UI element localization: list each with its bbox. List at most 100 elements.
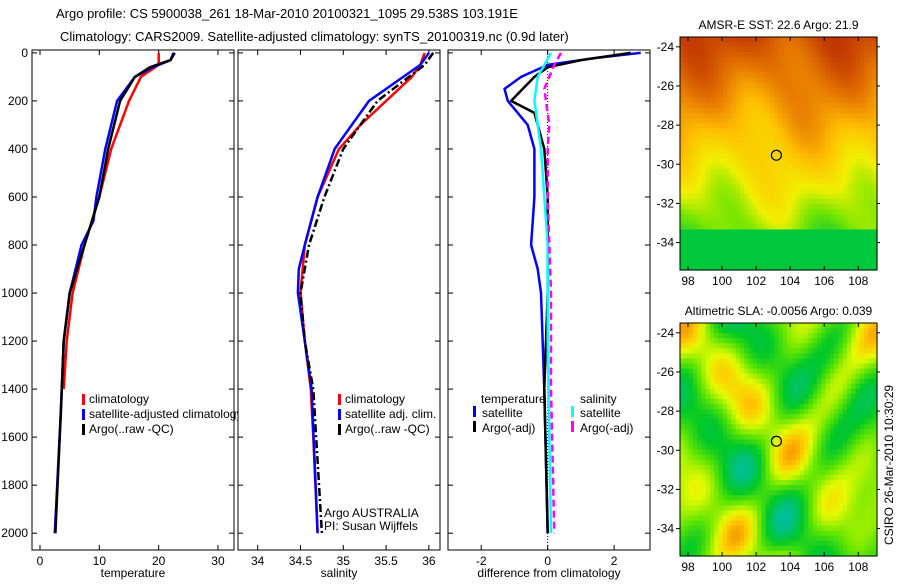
map-cell: [838, 67, 844, 74]
map-cell: [722, 398, 728, 405]
map-cell: [714, 37, 720, 43]
map-cell: [701, 264, 707, 271]
map-cell: [684, 47, 690, 53]
map-cell: [701, 469, 707, 476]
map-cell: [757, 112, 762, 119]
map-cell: [722, 97, 728, 104]
map-cell: [847, 67, 852, 74]
map-cell: [842, 550, 848, 557]
map-cell: [709, 112, 715, 119]
map-cell: [838, 52, 844, 58]
map-cell: [757, 178, 762, 185]
map-cell: [787, 449, 792, 456]
map-cell: [731, 72, 737, 79]
map-cell: [774, 239, 780, 246]
map-cell: [872, 480, 878, 486]
map-cell: [684, 244, 690, 251]
map-cell: [782, 188, 788, 195]
map-cell: [739, 259, 745, 266]
map-cell: [825, 102, 831, 109]
map-cell: [705, 520, 711, 527]
map-cell: [765, 224, 771, 231]
map-cell: [748, 229, 754, 236]
map-cell: [774, 82, 780, 89]
map-cell: [791, 469, 797, 476]
map-cell: [804, 128, 810, 134]
map-cell: [864, 464, 870, 471]
map-cell: [829, 515, 835, 522]
map-cell: [769, 439, 775, 446]
map-cell: [872, 92, 878, 99]
map-cell: [791, 118, 797, 124]
map-cell: [722, 449, 728, 456]
map-cell: [847, 373, 852, 380]
map-cell: [868, 194, 874, 200]
map-cell: [799, 333, 805, 339]
map-cell: [709, 510, 715, 517]
map-cell: [787, 333, 792, 339]
map-cell: [714, 128, 720, 134]
map-cell: [769, 464, 775, 471]
map-cell: [714, 510, 720, 517]
map-cell: [714, 323, 720, 329]
map-cell: [825, 419, 831, 425]
map-cell: [769, 388, 775, 395]
map-cell: [808, 37, 814, 43]
map-cell: [791, 229, 797, 236]
map-cell: [855, 540, 861, 547]
map-cell: [868, 398, 874, 405]
map-cell: [722, 480, 728, 486]
map-cell: [705, 348, 711, 354]
map-cell: [769, 128, 775, 134]
map-cell: [782, 474, 788, 481]
map-cell: [855, 77, 861, 84]
map-cell: [752, 173, 758, 180]
map-cell: [812, 454, 818, 461]
map-cell: [697, 62, 703, 68]
map-cell: [847, 474, 852, 481]
map-cell: [727, 112, 732, 119]
map-cell: [834, 62, 840, 68]
map-cell: [692, 454, 698, 461]
map-cell: [808, 500, 814, 506]
map-cell: [829, 62, 835, 68]
map-cell: [782, 545, 788, 552]
map-cell: [808, 244, 814, 251]
map-cell: [705, 505, 711, 512]
map-cell: [787, 118, 792, 124]
map-cell: [872, 414, 878, 420]
map-cell: [731, 393, 737, 400]
map-cell: [774, 57, 780, 63]
map-cell: [825, 183, 831, 190]
map-cell: [817, 82, 822, 89]
map-cell: [680, 178, 685, 185]
map-cell: [709, 52, 715, 58]
map-cell: [714, 168, 720, 175]
map-cell: [680, 47, 685, 53]
map-cell: [680, 419, 685, 425]
map-cell: [872, 348, 878, 354]
map-cell: [842, 398, 848, 405]
map-cell: [735, 148, 741, 155]
map-cell: [868, 168, 874, 175]
map-cell: [761, 72, 767, 79]
map-cell: [782, 37, 788, 43]
map-cell: [812, 480, 818, 486]
map-cell: [799, 173, 805, 180]
map-cell: [757, 219, 762, 226]
map-cell: [769, 490, 775, 496]
map-cell: [842, 47, 848, 53]
map-cell: [791, 163, 797, 170]
map-cell: [765, 234, 771, 241]
map-cell: [859, 409, 865, 415]
map-cell: [744, 343, 750, 349]
map-cell: [774, 343, 780, 349]
map-cell: [847, 525, 852, 532]
map-cell: [709, 358, 715, 365]
map-cell: [744, 530, 750, 537]
map-cell: [714, 254, 720, 261]
map-cell: [795, 92, 801, 99]
map-cell: [799, 77, 805, 84]
map-cell: [821, 168, 827, 175]
map-cell: [680, 102, 685, 109]
